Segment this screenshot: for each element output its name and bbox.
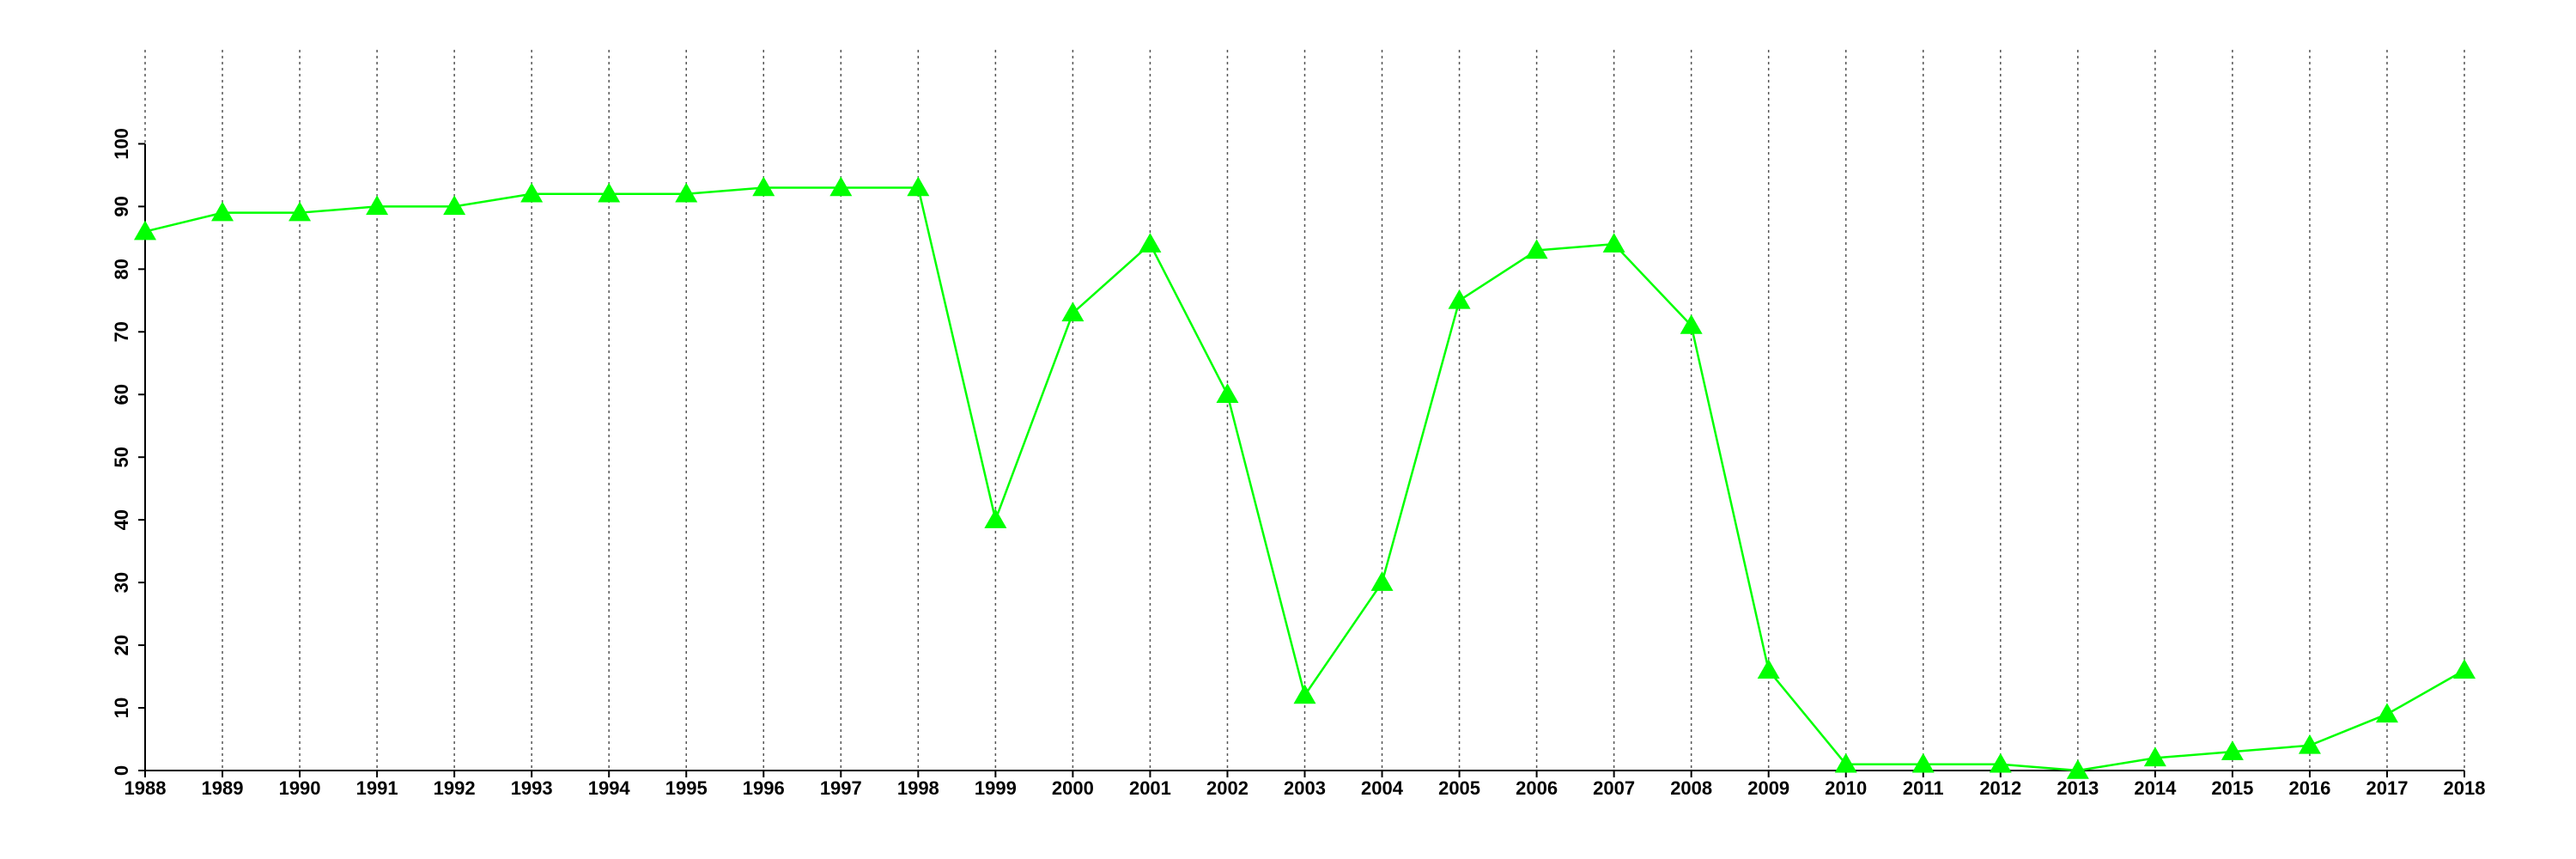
x-tick-label: 2007 [1593, 777, 1635, 799]
x-tick-label: 1991 [356, 777, 398, 799]
y-tick-label: 80 [111, 259, 132, 279]
x-tick-label: 1996 [743, 777, 785, 799]
x-tick-label: 1993 [511, 777, 553, 799]
data-point [1370, 571, 1394, 591]
x-tick-label: 2002 [1206, 777, 1249, 799]
y-tick-label: 10 [111, 698, 132, 718]
x-tick-label: 1990 [279, 777, 321, 799]
data-point [2453, 659, 2476, 679]
x-tick-label: 2015 [2211, 777, 2253, 799]
x-tick-label: 2012 [1979, 777, 2021, 799]
y-tick-label: 60 [111, 384, 132, 405]
data-point [1602, 233, 1625, 253]
y-tick-label: 100 [111, 128, 132, 160]
data-point [1680, 314, 1703, 334]
x-tick-label: 2017 [2366, 777, 2408, 799]
x-tick-label: 2000 [1052, 777, 1094, 799]
data-point [2066, 759, 2089, 779]
data-point [1757, 659, 1780, 679]
data-point [134, 220, 156, 241]
y-tick-label: 20 [111, 635, 132, 655]
data-point [2298, 734, 2321, 754]
data-point [907, 176, 930, 197]
x-tick-label: 2006 [1516, 777, 1558, 799]
x-tick-label: 2013 [2057, 777, 2099, 799]
data-point [1834, 752, 1857, 773]
data-point [752, 176, 775, 197]
x-tick-label: 1998 [897, 777, 939, 799]
data-point [443, 195, 466, 216]
y-tick-label: 30 [111, 572, 132, 593]
data-point [598, 182, 621, 203]
data-point [1061, 302, 1084, 322]
data-point [1989, 752, 2012, 773]
x-tick-label: 2009 [1747, 777, 1789, 799]
x-tick-label: 2014 [2134, 777, 2177, 799]
data-point [1525, 239, 1548, 259]
data-point [1911, 752, 1935, 773]
x-tick-label: 1992 [434, 777, 476, 799]
data-point [675, 182, 698, 203]
x-tick-label: 2011 [1903, 777, 1944, 799]
x-tick-label: 2005 [1438, 777, 1480, 799]
x-tick-label: 1989 [202, 777, 244, 799]
data-point [1216, 383, 1239, 404]
data-point [1448, 289, 1471, 309]
data-point [211, 201, 234, 222]
y-tick-label: 70 [111, 321, 132, 342]
x-tick-label: 1988 [125, 777, 167, 799]
y-tick-label: 50 [111, 447, 132, 467]
x-tick-label: 1997 [820, 777, 862, 799]
data-point [1139, 233, 1162, 253]
data-point [366, 195, 389, 216]
x-tick-label: 2003 [1284, 777, 1326, 799]
data-point [520, 182, 544, 203]
y-tick-label: 40 [111, 509, 132, 530]
x-tick-label: 1995 [665, 777, 708, 799]
data-point [2143, 746, 2166, 767]
x-tick-label: 2008 [1670, 777, 1712, 799]
x-tick-label: 2016 [2288, 777, 2330, 799]
data-point [2375, 703, 2398, 723]
y-tick-label: 90 [111, 196, 132, 216]
data-point [289, 201, 312, 222]
x-tick-label: 2004 [1361, 777, 1404, 799]
data-point [1293, 684, 1316, 704]
x-tick-label: 1999 [975, 777, 1017, 799]
data-point [2221, 740, 2244, 760]
x-tick-label: 1994 [588, 777, 631, 799]
y-tick-label: 0 [111, 765, 132, 776]
x-tick-label: 2001 [1129, 777, 1171, 799]
data-point [829, 176, 853, 197]
x-tick-label: 2010 [1825, 777, 1867, 799]
x-tick-label: 2018 [2444, 777, 2486, 799]
data-point [984, 509, 1007, 528]
